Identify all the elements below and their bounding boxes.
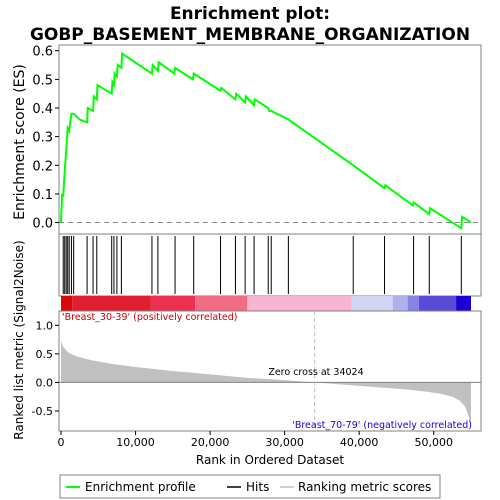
- ranking-gradient-bar: [61, 296, 471, 311]
- metric-y-tick-label: -0.5: [32, 405, 53, 418]
- x-tick-label: 0: [58, 436, 65, 449]
- x-axis-label: Rank in Ordered Dataset: [196, 453, 344, 467]
- legend-box: [59, 474, 441, 499]
- gradient-segment: [150, 296, 196, 311]
- x-tick-label: 40,000: [340, 436, 379, 449]
- gradient-segment: [61, 296, 73, 311]
- hits-panel-frame: [58, 233, 482, 297]
- metric-x-ticks: 0 10,000 20,000 30,000 40,000 50,000: [58, 431, 453, 449]
- metric-y-ticks: 1.0 0.5 0.0 -0.5: [32, 319, 59, 418]
- es-y-tick-label: 0.1: [32, 188, 53, 203]
- es-y-tick-label: 0.0: [32, 217, 53, 232]
- es-y-tick-label: 0.6: [32, 45, 53, 60]
- gradient-segment: [351, 296, 393, 311]
- x-tick-label: 20,000: [191, 436, 230, 449]
- es-y-axis-label: Enrichment score (ES): [12, 64, 28, 220]
- gradient-segment: [407, 296, 419, 311]
- x-tick-label: 50,000: [414, 436, 453, 449]
- x-tick-label: 10,000: [116, 436, 155, 449]
- legend-metric-label: Ranking metric scores: [298, 480, 431, 494]
- es-y-tick-label: 0.2: [32, 159, 53, 174]
- legend-enrichment-label: Enrichment profile: [85, 480, 196, 494]
- metric-y-axis-label: Ranked list metric (Signal2Noise): [12, 240, 26, 439]
- metric-y-tick-label: 1.0: [36, 319, 54, 332]
- negative-correlation-label: 'Breast_70-79' (negatively correlated): [292, 420, 472, 431]
- positive-correlation-label: 'Breast_30-39' (positively correlated): [62, 312, 238, 323]
- es-y-tick-label: 0.4: [32, 102, 53, 117]
- legend-hits-label: Hits: [246, 480, 269, 494]
- zero-cross-label: Zero cross at 34024: [268, 367, 363, 378]
- metric-y-tick-label: 0.5: [36, 348, 54, 361]
- gradient-segment: [195, 296, 248, 311]
- es-y-ticks: 0.0 0.1 0.2 0.3 0.4 0.5 0.6: [32, 45, 59, 232]
- gradient-segment: [418, 296, 457, 311]
- metric-fill-area: [61, 340, 471, 430]
- gradient-segment: [456, 296, 471, 311]
- chart-title-line2: GOBP_BASEMENT_MEMBRANE_ORGANIZATION: [30, 25, 470, 45]
- chart-title-line1: Enrichment plot:: [170, 4, 330, 24]
- es-curve-line: [60, 51, 472, 231]
- es-y-tick-label: 0.5: [32, 73, 53, 88]
- gradient-segment: [392, 296, 408, 311]
- gradient-segment: [247, 296, 352, 311]
- metric-y-tick-label: 0.0: [36, 376, 54, 389]
- gradient-segment: [72, 296, 151, 311]
- hit-marks: [62, 236, 462, 294]
- es-panel-frame: [58, 44, 482, 235]
- es-y-tick-label: 0.3: [32, 131, 53, 146]
- x-tick-label: 30,000: [265, 436, 304, 449]
